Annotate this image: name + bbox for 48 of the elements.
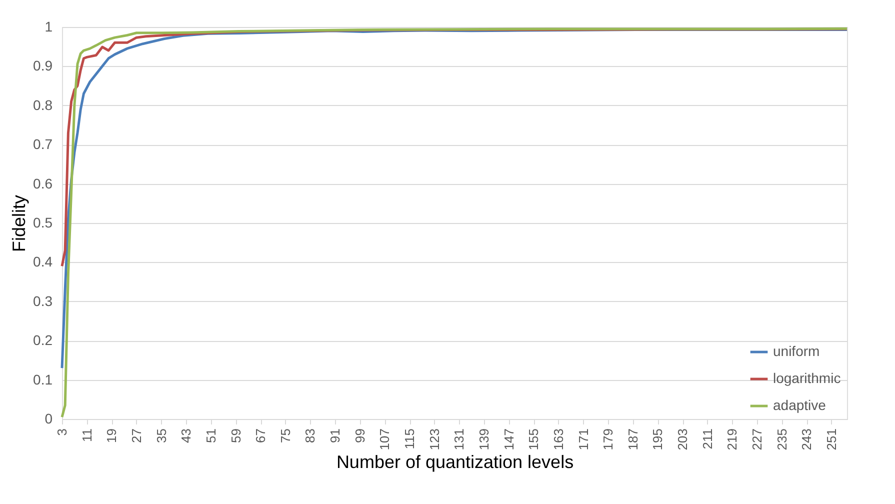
- legend-label: adaptive: [773, 397, 826, 413]
- x-tick-label: 171: [576, 428, 591, 450]
- x-tick-label: 11: [79, 428, 94, 442]
- x-tick-label: 59: [228, 428, 244, 443]
- x-tick-label: 227: [750, 428, 765, 450]
- y-tick-label: 0.1: [33, 371, 53, 388]
- x-tick-label: 43: [178, 428, 194, 443]
- y-tick-label: 0.6: [33, 175, 53, 192]
- x-tick-label: 91: [328, 428, 343, 443]
- x-tick-label: 75: [278, 428, 293, 443]
- x-tick-label: 3: [54, 428, 70, 436]
- y-tick-label: 0.4: [33, 254, 53, 270]
- y-tick-label: 0.7: [33, 136, 53, 152]
- x-tick-label: 235: [774, 428, 790, 450]
- x-tick-label: 203: [675, 428, 690, 450]
- x-tick-label: 115: [402, 428, 418, 450]
- x-tick-label: 179: [600, 428, 616, 450]
- x-tick-label: 67: [253, 428, 268, 443]
- y-tick-label: 1: [44, 18, 53, 34]
- x-tick-label: 99: [352, 428, 368, 443]
- x-tick-label: 51: [203, 428, 218, 443]
- x-tick-label: 27: [128, 428, 144, 443]
- x-tick-label: 35: [154, 428, 169, 443]
- y-tick-label: 0.3: [33, 292, 53, 309]
- legend-label: logarithmic: [773, 370, 841, 386]
- x-tick-label: 155: [526, 428, 542, 450]
- x-tick-label: 187: [625, 428, 640, 450]
- legend-label: uniform: [773, 343, 820, 359]
- y-tick-label: 0.8: [33, 96, 53, 113]
- y-axis-title: Fidelity: [9, 194, 30, 252]
- x-axis-title: Number of quantization levels: [336, 452, 574, 472]
- y-tick-label: 0.2: [33, 332, 53, 348]
- x-tick-label: 195: [650, 428, 666, 450]
- x-tick-label: 139: [476, 428, 492, 450]
- x-tick-label: 243: [799, 428, 814, 450]
- y-tick-label: 0.9: [33, 58, 53, 74]
- x-tick-label: 19: [104, 428, 120, 443]
- x-tick-label: 219: [724, 428, 740, 450]
- y-tick-label: 0.5: [33, 214, 53, 230]
- x-tick-label: 107: [377, 428, 392, 450]
- x-tick-label: 251: [824, 428, 839, 450]
- x-tick-label: 163: [550, 428, 566, 450]
- x-tick-label: 211: [700, 428, 715, 450]
- x-tick-label: 147: [501, 428, 516, 450]
- x-tick-label: 83: [302, 428, 318, 443]
- x-tick-label: 123: [426, 428, 442, 450]
- y-tick-label: 0: [44, 410, 53, 426]
- x-tick-label: 131: [452, 428, 467, 450]
